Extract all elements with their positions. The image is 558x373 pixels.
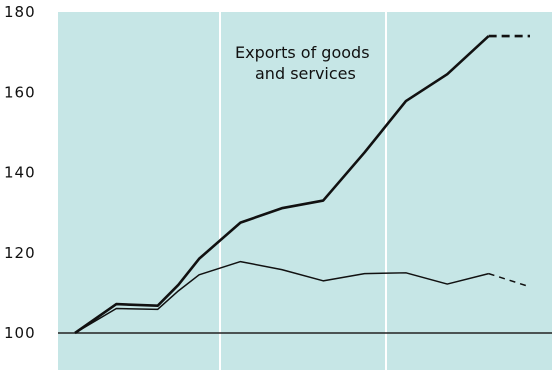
- y-tick-label-160: 160: [4, 83, 36, 101]
- plot-area: [58, 12, 552, 370]
- y-tick-label-120: 120: [4, 244, 36, 262]
- y-tick-label-140: 140: [4, 164, 36, 182]
- annotation-exports-line1: Exports of goods: [235, 43, 370, 62]
- y-tick-label-180: 180: [4, 3, 36, 21]
- series-1-projection: [488, 272, 531, 288]
- annotation-exports-line2: and services: [255, 64, 356, 83]
- y-axis-tick-labels: 100 120 140 160 180: [4, 3, 36, 342]
- series-0-line: [74, 35, 490, 335]
- series-1-line: [74, 260, 489, 334]
- y-tick-label-100: 100: [4, 324, 36, 342]
- series-layer: [74, 34, 531, 335]
- plot-background: [58, 12, 552, 370]
